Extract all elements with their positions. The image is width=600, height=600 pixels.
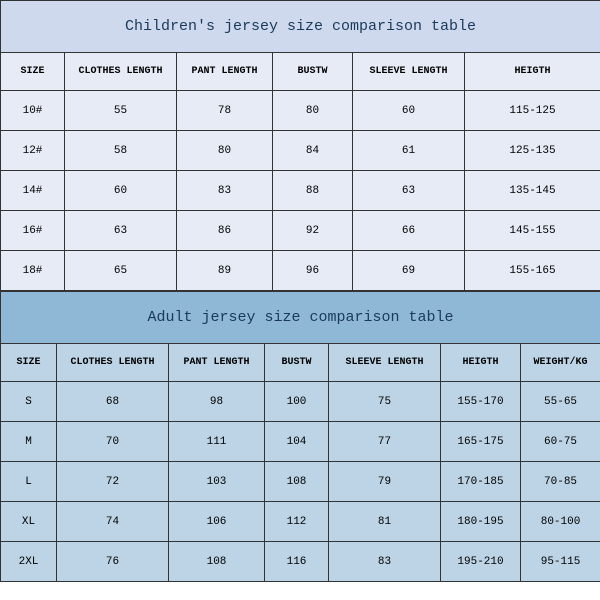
children-title: Children's jersey size comparison table <box>1 1 600 53</box>
col-height: HEIGTH <box>441 344 521 382</box>
col-height: HEIGTH <box>465 53 600 91</box>
col-clothes-length: CLOTHES LENGTH <box>65 53 177 91</box>
cell: 63 <box>65 211 177 251</box>
cell: 70-85 <box>521 462 600 502</box>
table-row: S 68 98 100 75 155-170 55-65 <box>1 382 600 422</box>
col-clothes-length: CLOTHES LENGTH <box>57 344 169 382</box>
adult-size-table: Adult jersey size comparison table SIZE … <box>0 291 600 582</box>
table-row: 16# 63 86 92 66 145-155 <box>1 211 600 251</box>
cell: 108 <box>265 462 329 502</box>
cell: XL <box>1 502 57 542</box>
cell: 170-185 <box>441 462 521 502</box>
cell: 70 <box>57 422 169 462</box>
cell: 72 <box>57 462 169 502</box>
cell: 55-65 <box>521 382 600 422</box>
cell: 58 <box>65 131 177 171</box>
cell: 155-170 <box>441 382 521 422</box>
cell: 2XL <box>1 542 57 582</box>
cell: 111 <box>169 422 265 462</box>
cell: 100 <box>265 382 329 422</box>
cell: 145-155 <box>465 211 600 251</box>
cell: 95-115 <box>521 542 600 582</box>
cell: 60 <box>353 91 465 131</box>
table-row: 2XL 76 108 116 83 195-210 95-115 <box>1 542 600 582</box>
cell: 86 <box>177 211 273 251</box>
cell: 135-145 <box>465 171 600 211</box>
cell: 76 <box>57 542 169 582</box>
cell: 125-135 <box>465 131 600 171</box>
cell: 79 <box>329 462 441 502</box>
cell: 81 <box>329 502 441 542</box>
table-row: 10# 55 78 80 60 115-125 <box>1 91 600 131</box>
cell: 83 <box>329 542 441 582</box>
col-weight: WEIGHT/KG <box>521 344 600 382</box>
cell: 116 <box>265 542 329 582</box>
adult-title: Adult jersey size comparison table <box>1 292 600 344</box>
cell: 12# <box>1 131 65 171</box>
cell: 104 <box>265 422 329 462</box>
adult-title-row: Adult jersey size comparison table <box>1 292 600 344</box>
cell: 80-100 <box>521 502 600 542</box>
cell: 106 <box>169 502 265 542</box>
children-size-table: Children's jersey size comparison table … <box>0 0 600 291</box>
cell: 14# <box>1 171 65 211</box>
table-row: 14# 60 83 88 63 135-145 <box>1 171 600 211</box>
col-size: SIZE <box>1 344 57 382</box>
cell: 165-175 <box>441 422 521 462</box>
cell: 155-165 <box>465 251 600 291</box>
cell: 65 <box>65 251 177 291</box>
cell: 74 <box>57 502 169 542</box>
cell: 80 <box>177 131 273 171</box>
col-pant-length: PANT LENGTH <box>169 344 265 382</box>
cell: 88 <box>273 171 353 211</box>
table-row: L 72 103 108 79 170-185 70-85 <box>1 462 600 502</box>
col-bustw: BUSTW <box>265 344 329 382</box>
children-title-row: Children's jersey size comparison table <box>1 1 600 53</box>
cell: 63 <box>353 171 465 211</box>
cell: 68 <box>57 382 169 422</box>
cell: 108 <box>169 542 265 582</box>
cell: 77 <box>329 422 441 462</box>
cell: 10# <box>1 91 65 131</box>
table-row: 18# 65 89 96 69 155-165 <box>1 251 600 291</box>
cell: 78 <box>177 91 273 131</box>
table-row: XL 74 106 112 81 180-195 80-100 <box>1 502 600 542</box>
col-bustw: BUSTW <box>273 53 353 91</box>
col-sleeve-length: SLEEVE LENGTH <box>329 344 441 382</box>
cell: 55 <box>65 91 177 131</box>
cell: 115-125 <box>465 91 600 131</box>
cell: 103 <box>169 462 265 502</box>
cell: 195-210 <box>441 542 521 582</box>
cell: S <box>1 382 57 422</box>
cell: 75 <box>329 382 441 422</box>
cell: 83 <box>177 171 273 211</box>
adult-header-row: SIZE CLOTHES LENGTH PANT LENGTH BUSTW SL… <box>1 344 600 382</box>
cell: 66 <box>353 211 465 251</box>
cell: 80 <box>273 91 353 131</box>
cell: 92 <box>273 211 353 251</box>
table-row: 12# 58 80 84 61 125-135 <box>1 131 600 171</box>
cell: 112 <box>265 502 329 542</box>
col-size: SIZE <box>1 53 65 91</box>
cell: 89 <box>177 251 273 291</box>
cell: 61 <box>353 131 465 171</box>
cell: 180-195 <box>441 502 521 542</box>
cell: L <box>1 462 57 502</box>
cell: 98 <box>169 382 265 422</box>
children-header-row: SIZE CLOTHES LENGTH PANT LENGTH BUSTW SL… <box>1 53 600 91</box>
col-sleeve-length: SLEEVE LENGTH <box>353 53 465 91</box>
table-row: M 70 111 104 77 165-175 60-75 <box>1 422 600 462</box>
cell: 96 <box>273 251 353 291</box>
cell: 60-75 <box>521 422 600 462</box>
cell: 60 <box>65 171 177 211</box>
cell: 16# <box>1 211 65 251</box>
cell: 18# <box>1 251 65 291</box>
cell: 69 <box>353 251 465 291</box>
cell: 84 <box>273 131 353 171</box>
cell: M <box>1 422 57 462</box>
col-pant-length: PANT LENGTH <box>177 53 273 91</box>
